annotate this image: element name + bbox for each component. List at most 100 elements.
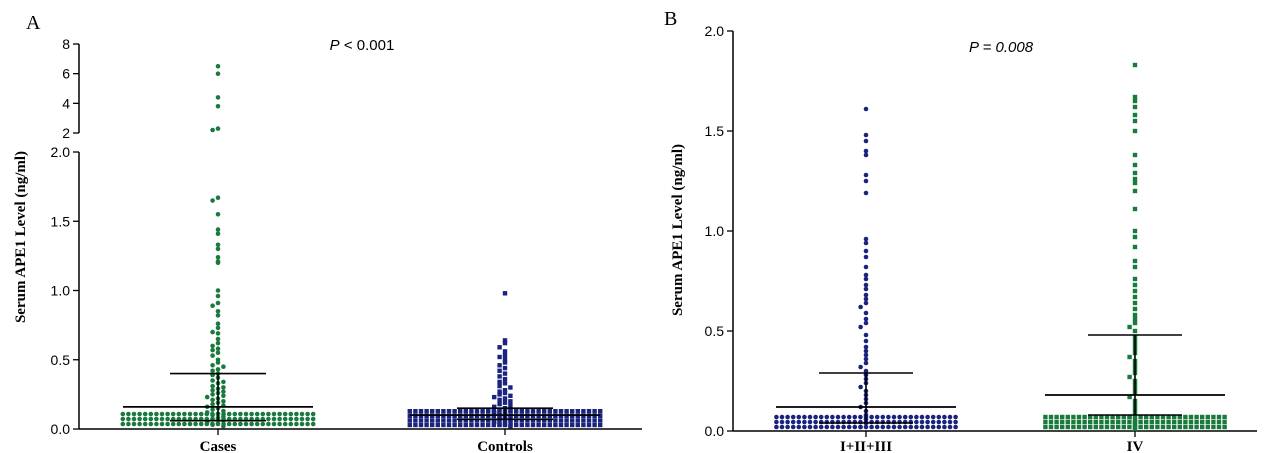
data-point-controls-base [407,413,412,418]
data-point-cases-base [288,421,294,427]
data-point-base [1200,414,1205,420]
data-point-base [897,424,902,430]
data-point-base [835,424,841,430]
data-point-cases-base [187,421,193,427]
data-point-controls [502,291,508,296]
data-point-base [1099,424,1104,430]
data-point-base [1093,424,1098,430]
panel-letter-a: A [26,12,41,34]
data-point-cases [215,288,221,293]
data-point-base [1211,424,1216,430]
data-point-base [841,424,846,430]
data-point-base [942,419,947,425]
data-point-base [936,424,942,430]
data-point-stage-iv [1132,306,1138,312]
data-point-cases [221,399,226,404]
data-point-cases-base [299,421,305,427]
data-point-base [1160,419,1166,425]
data-point-base [936,414,942,420]
data-point-controls-base [558,422,564,428]
data-point-stage-i-ii-iii [863,272,869,278]
data-point-base [846,414,852,420]
data-point-controls-base [575,418,580,423]
data-point-cases-base [142,416,148,422]
data-point-stage-i-ii-iii [863,368,869,374]
data-point-base [1060,424,1065,430]
data-point-base [1082,414,1087,420]
data-point-cases [210,407,215,412]
data-point-stage-i-ii-iii [863,132,869,138]
data-point-cases [210,387,215,393]
data-point-base [1060,419,1065,425]
data-point-cases-base [288,416,294,422]
data-point-cases [215,360,221,365]
data-point-stage-i-ii-iii [863,254,869,260]
data-point-controls-base [536,409,541,414]
data-point-controls [497,368,502,373]
data-point-cases [210,378,215,383]
data-point-stage-iv [1132,300,1138,306]
data-point-controls-base [497,422,502,428]
data-point-cases-base [277,416,282,422]
data-point-base [1177,419,1182,425]
data-point-cases [215,195,221,200]
data-point-cases-base [232,411,238,417]
data-point-base [880,424,886,430]
data-point-base [779,414,785,420]
data-point-base [1065,414,1070,420]
data-point-cases [210,329,215,335]
data-point-controls [502,371,508,376]
data-point-cases-base [310,421,316,427]
data-point-controls-base [441,418,446,423]
y-axis-title: Serum APE1 Level (ng/ml) [13,151,29,323]
data-point-controls [502,365,508,371]
data-point-controls [497,401,502,407]
data-point-base [852,414,858,420]
data-point-base [936,419,942,425]
data-point-base [1183,414,1188,420]
data-point-controls-base [558,409,564,414]
data-point-cases [215,71,221,76]
data-point-base [1155,424,1160,430]
data-point-stage-iv [1127,354,1132,360]
data-point-cases-base [131,421,137,427]
data-point-controls-base [480,422,485,428]
data-point-base [1149,424,1154,430]
data-point-cases [215,260,221,266]
data-point-base [1082,424,1087,430]
data-point-cases-base [249,421,254,427]
x-tick-label: I+II+III [840,439,892,453]
data-point-controls-base [486,418,491,423]
data-point-controls-base [413,422,418,428]
data-point-cases [210,343,215,349]
data-point-controls [497,363,502,368]
data-point-cases-base [120,416,126,422]
data-point-base [1060,414,1065,420]
data-point-base [807,424,813,430]
data-point-base [1222,424,1227,430]
data-point-cases-base [310,416,316,422]
data-point-base [1121,424,1126,430]
data-point-base [919,419,925,425]
data-point-cases-base [148,416,154,422]
data-point-controls-base [592,418,597,423]
data-point-base [813,424,818,430]
data-point-base [1116,419,1121,425]
data-point-controls-base [452,409,457,414]
data-point-cases [221,379,226,385]
data-point-base [1144,419,1149,425]
data-point-base [1076,424,1082,430]
data-point-cases-base [120,411,126,417]
data-point-cases [215,346,221,352]
data-point-controls-base [480,418,485,423]
data-point-cases-base [254,421,260,427]
data-point-controls-base [452,422,457,428]
data-point-cases-base [221,411,226,417]
data-point-controls-base [446,409,452,414]
data-point-controls-base [586,409,592,414]
data-point-cases [210,347,215,353]
data-point-cases [215,367,221,372]
data-point-base [880,414,886,420]
data-point-cases-base [148,421,154,427]
data-point-controls-base [418,422,424,428]
